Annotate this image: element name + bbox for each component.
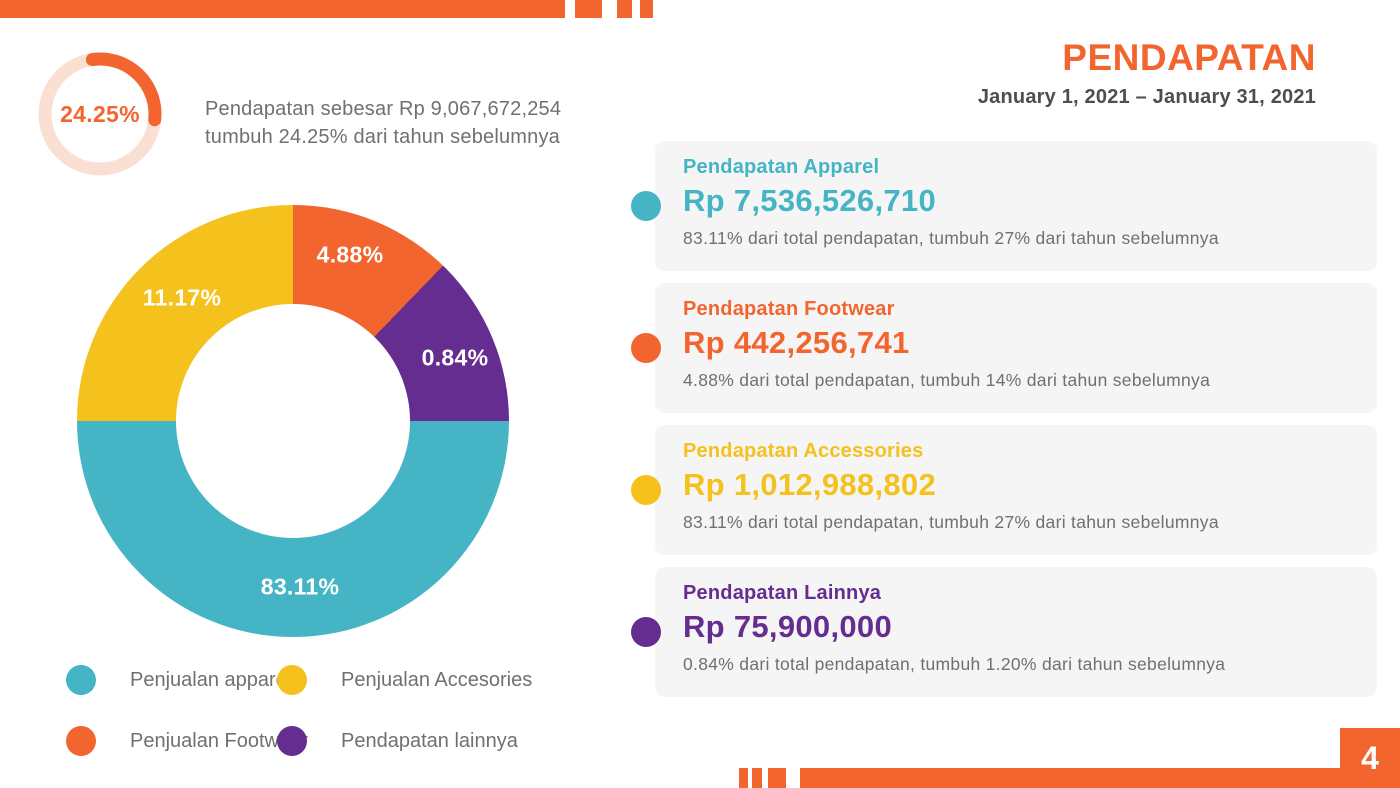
legend-dot-footwear [66,726,96,756]
growth-summary: Pendapatan sebesar Rp 9,067,672,254 tumb… [205,95,561,151]
growth-ring [38,52,162,176]
card-dot-footwear [631,333,661,363]
card-lainnya: Pendapatan Lainnya Rp 75,900,000 0.84% d… [631,567,1377,697]
growth-summary-line2: tumbuh 24.25% dari tahun sebelumnya [205,126,561,148]
card-title: Pendapatan Accessories [683,440,924,462]
revenue-cards: Pendapatan Apparel Rp 7,536,526,710 83.1… [631,141,1377,697]
card-apparel: Pendapatan Apparel Rp 7,536,526,710 83.1… [631,141,1377,271]
donut-label-lainnya: 0.84% [421,344,489,371]
legend-dot-apparel [66,665,96,695]
bottom-bar [800,768,1400,788]
legend-item-apparel: Penjualan apparel [66,665,291,695]
card-desc: 0.84% dari total pendapatan, tumbuh 1.20… [683,654,1226,674]
donut-chart: 4.88% 0.84% 83.11% 11.17% [77,205,509,637]
legend-dot-lainnya [277,726,307,756]
date-range: January 1, 2021 – January 31, 2021 [977,85,1316,108]
legend-label-footwear: Penjualan Footwear [130,729,308,752]
top-bar-block-3 [640,0,653,18]
card-footwear: Pendapatan Footwear Rp 442,256,741 4.88%… [631,283,1377,413]
legend-label-apparel: Penjualan apparel [130,668,292,691]
header: PENDAPATAN January 1, 2021 – January 31,… [977,37,1316,109]
card-title: Pendapatan Footwear [683,298,895,320]
top-bar-block-1 [575,0,602,18]
card-desc: 83.11% dari total pendapatan, tumbuh 27%… [683,512,1219,532]
donut-label-footwear: 4.88% [316,241,384,268]
legend-item-accesories: Penjualan Accesories [277,665,532,695]
page-title: PENDAPATAN [1062,37,1316,78]
bottom-bar-block-3 [768,768,786,788]
bottom-bar-block-2 [752,768,762,788]
legend-item-lainnya: Pendapatan lainnya [277,726,518,756]
card-value: Rp 75,900,000 [683,609,892,644]
card-dot-accessories [631,475,661,505]
legend-item-footwear: Penjualan Footwear [66,726,308,756]
card-value: Rp 442,256,741 [683,325,910,360]
card-title: Pendapatan Apparel [683,156,880,178]
card-desc: 83.11% dari total pendapatan, tumbuh 27%… [683,228,1219,248]
growth-summary-line1: Pendapatan sebesar Rp 9,067,672,254 [205,98,562,120]
donut-label-accesories: 11.17% [142,284,222,311]
legend-label-accesories: Penjualan Accesories [341,668,533,691]
legend-label-lainnya: Pendapatan lainnya [341,729,518,752]
bottom-bar-block-1 [739,768,748,788]
page-number: 4 [1361,739,1379,776]
card-dot-lainnya [631,617,661,647]
growth-ring-label-wrap: 24.25% [38,52,162,176]
donut-label-apparel: 83.11% [260,573,340,600]
card-dot-apparel [631,191,661,221]
page-number-badge: 4 [1340,728,1400,788]
card-value: Rp 1,012,988,802 [683,467,936,502]
growth-ring-arc [85,52,162,127]
card-title: Pendapatan Lainnya [683,582,882,604]
top-bar-block-2 [617,0,632,18]
growth-ring-label: 24.25% [60,100,140,127]
top-bar [0,0,565,18]
donut-hole [176,304,410,538]
card-accessories: Pendapatan Accessories Rp 1,012,988,802 … [631,425,1377,555]
card-value: Rp 7,536,526,710 [683,183,936,218]
legend-dot-accesories [277,665,307,695]
card-desc: 4.88% dari total pendapatan, tumbuh 14% … [683,370,1211,390]
